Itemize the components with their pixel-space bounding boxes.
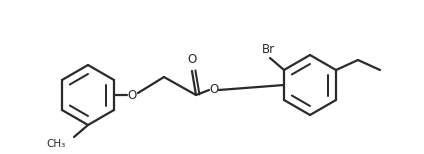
Text: O: O [209, 83, 219, 95]
Text: O: O [127, 89, 137, 101]
Text: O: O [187, 53, 197, 66]
Text: Br: Br [262, 43, 275, 56]
Text: CH₃: CH₃ [47, 139, 66, 149]
